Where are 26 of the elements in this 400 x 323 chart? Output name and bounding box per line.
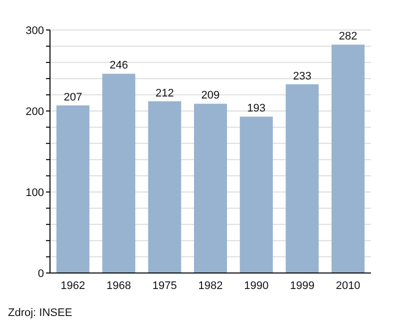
bar (332, 44, 365, 273)
data-label: 193 (247, 102, 266, 115)
data-label: 212 (155, 87, 174, 100)
x-tick-label: 1975 (152, 280, 177, 292)
x-tick-label: 1990 (244, 280, 269, 292)
data-label: 246 (110, 60, 128, 72)
bar (56, 105, 90, 273)
data-label: 209 (201, 90, 220, 102)
y-tick-label: 300 (26, 24, 44, 37)
data-label: 207 (64, 91, 82, 104)
bar (102, 74, 136, 273)
x-tick-label: 1962 (60, 280, 86, 292)
x-tick-label: 1982 (198, 280, 223, 292)
x-tick-label: 2010 (336, 280, 360, 292)
bar (240, 116, 273, 273)
bar (286, 84, 319, 273)
y-tick-label: 100 (26, 186, 44, 199)
bar (148, 101, 182, 273)
text: Zdroj: INSEE (8, 307, 74, 319)
y-tick-label: 200 (26, 106, 44, 118)
bar (194, 104, 227, 273)
y-tick-label: 0 (38, 268, 44, 280)
x-tick-label: 1999 (290, 280, 314, 292)
x-tick-label: 1968 (106, 280, 132, 292)
data-label: 282 (338, 30, 358, 43)
data-label: 233 (293, 70, 312, 82)
